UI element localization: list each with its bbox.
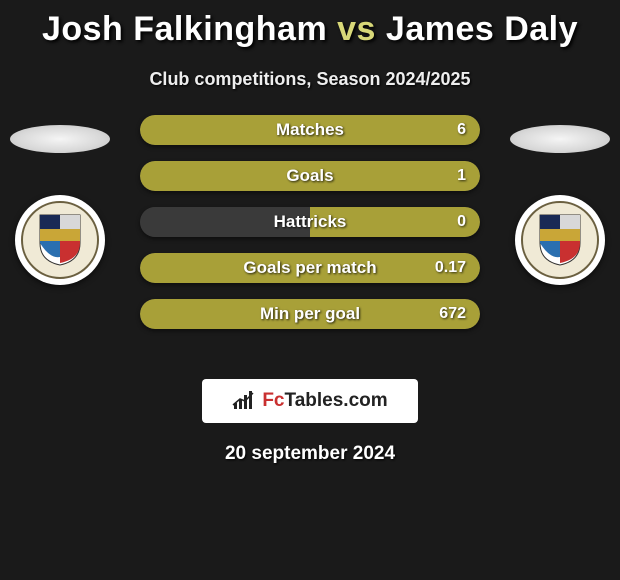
title-vs: vs: [327, 10, 386, 48]
stat-label: Hattricks: [140, 212, 480, 232]
player1-column: [0, 115, 120, 285]
brand-text: FcTables.com: [262, 390, 387, 412]
player1-name: Josh Falkingham: [42, 10, 327, 48]
stat-label: Goals: [140, 166, 480, 186]
shield-icon: [536, 213, 584, 267]
stat-bar: Goals1: [140, 161, 480, 191]
brand-logo[interactable]: FcTables.com: [202, 379, 418, 423]
bar-chart-icon: [232, 391, 256, 411]
stat-bar: Min per goal672: [140, 299, 480, 329]
player1-club-crest: [15, 195, 105, 285]
stat-label: Goals per match: [140, 258, 480, 278]
stat-value-right: 6: [457, 121, 466, 139]
stat-bar: Matches6: [140, 115, 480, 145]
stat-value-right: 0.17: [435, 259, 466, 277]
stat-value-right: 672: [439, 305, 466, 323]
stats-list: Matches6Goals1Hattricks0Goals per match0…: [140, 115, 480, 345]
stat-bar: Hattricks0: [140, 207, 480, 237]
subtitle: Club competitions, Season 2024/2025: [0, 69, 620, 90]
shield-icon: [36, 213, 84, 267]
comparison-area: Matches6Goals1Hattricks0Goals per match0…: [0, 115, 620, 365]
stat-label: Min per goal: [140, 304, 480, 324]
page-title: Josh Falkingham vs James Daly: [0, 0, 620, 49]
player2-club-crest: [515, 195, 605, 285]
stat-label: Matches: [140, 120, 480, 140]
stat-value-right: 0: [457, 213, 466, 231]
stat-bar: Goals per match0.17: [140, 253, 480, 283]
player2-avatar-placeholder: [510, 125, 610, 153]
player2-column: [500, 115, 620, 285]
player2-name: James Daly: [386, 10, 578, 48]
player1-avatar-placeholder: [10, 125, 110, 153]
stat-value-right: 1: [457, 167, 466, 185]
date-text: 20 september 2024: [0, 443, 620, 465]
